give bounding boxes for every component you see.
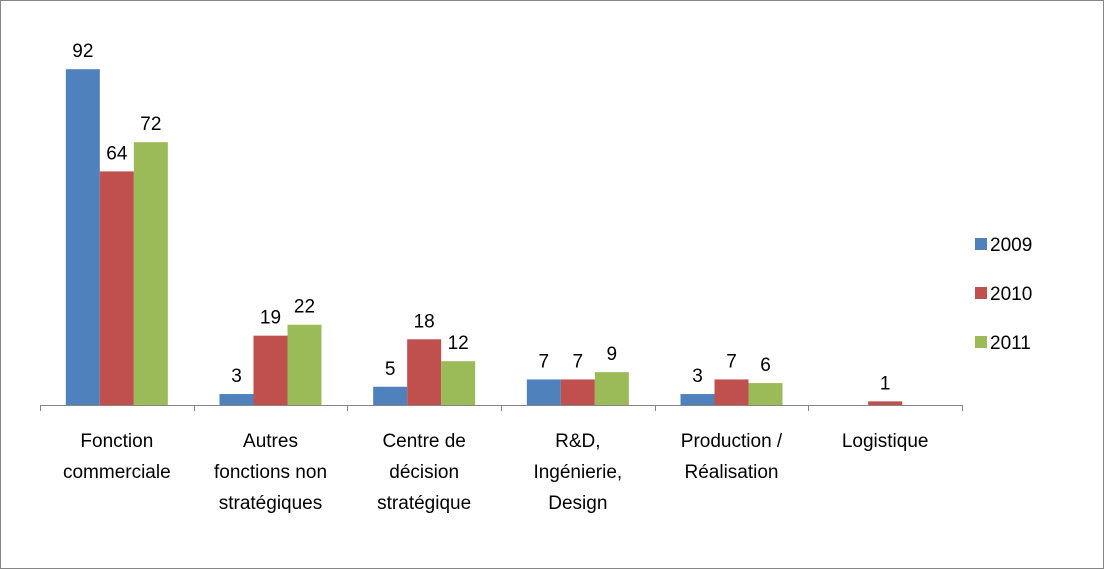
- data-label: 9: [607, 344, 618, 365]
- x-tick-label-line: Design: [548, 493, 607, 514]
- bar: [594, 372, 629, 405]
- bar: [287, 324, 322, 405]
- bar: [526, 379, 561, 405]
- x-tick-label-line: commerciale: [63, 462, 171, 483]
- legend-label: 2011: [990, 333, 1031, 354]
- data-label: 64: [106, 143, 128, 164]
- data-label: 6: [760, 355, 771, 376]
- x-tick-label: Production / Réalisation: [681, 431, 783, 483]
- bar: [99, 171, 134, 405]
- data-label: 3: [231, 366, 242, 387]
- x-tick-label: Fonction commerciale: [63, 431, 171, 483]
- x-tick-label-line: décision: [389, 462, 459, 483]
- x-tick-label-line: Logistique: [842, 431, 929, 452]
- bar: [441, 361, 476, 405]
- x-tick-label-line: Autres: [243, 431, 298, 452]
- bar: [65, 69, 100, 405]
- legend-label: 2009: [990, 235, 1032, 256]
- x-tick-label-line: Fonction: [80, 431, 153, 452]
- bar: [560, 379, 595, 405]
- legend-label: 2010: [990, 284, 1032, 305]
- data-label: 7: [726, 351, 737, 372]
- x-tick-label-line: R&D,: [555, 431, 600, 452]
- data-label: 19: [260, 308, 281, 329]
- bar: [133, 142, 168, 405]
- data-label: 22: [294, 297, 315, 318]
- bar: [373, 386, 408, 405]
- bar: [748, 383, 783, 405]
- legend-swatch: [975, 336, 987, 348]
- bar: [680, 394, 715, 405]
- data-label: 72: [140, 114, 161, 135]
- data-label: 1: [880, 373, 891, 394]
- data-label: 12: [448, 333, 469, 354]
- x-tick-label-line: fonctions non: [214, 462, 327, 483]
- data-label: 3: [692, 366, 703, 387]
- x-tick-label-line: Production /: [681, 431, 783, 452]
- x-tick-label-line: stratégiques: [219, 493, 323, 514]
- legend-swatch: [975, 287, 987, 299]
- x-tick-label-line: Ingénierie,: [533, 462, 622, 483]
- x-tick-label: Autres fonctions non stratégiques: [214, 431, 327, 514]
- x-tick-label: Logistique: [842, 431, 929, 452]
- x-tick-label: Centre de décision stratégique: [377, 431, 471, 514]
- x-tick-label-line: stratégique: [377, 493, 471, 514]
- bar: [219, 394, 254, 405]
- x-tick-label-line: Centre de: [382, 431, 465, 452]
- x-tick-label-line: Réalisation: [685, 462, 779, 483]
- data-label: 7: [573, 351, 584, 372]
- bar: [714, 379, 749, 405]
- bar: [407, 339, 442, 405]
- bar: [253, 335, 288, 405]
- x-tick-label: R&D, Ingénierie, Design: [533, 431, 622, 514]
- data-label: 18: [414, 311, 435, 332]
- bar: [868, 401, 903, 405]
- data-label: 92: [72, 41, 93, 62]
- data-label: 5: [385, 359, 396, 380]
- legend-swatch: [975, 238, 987, 250]
- data-label: 7: [539, 351, 550, 372]
